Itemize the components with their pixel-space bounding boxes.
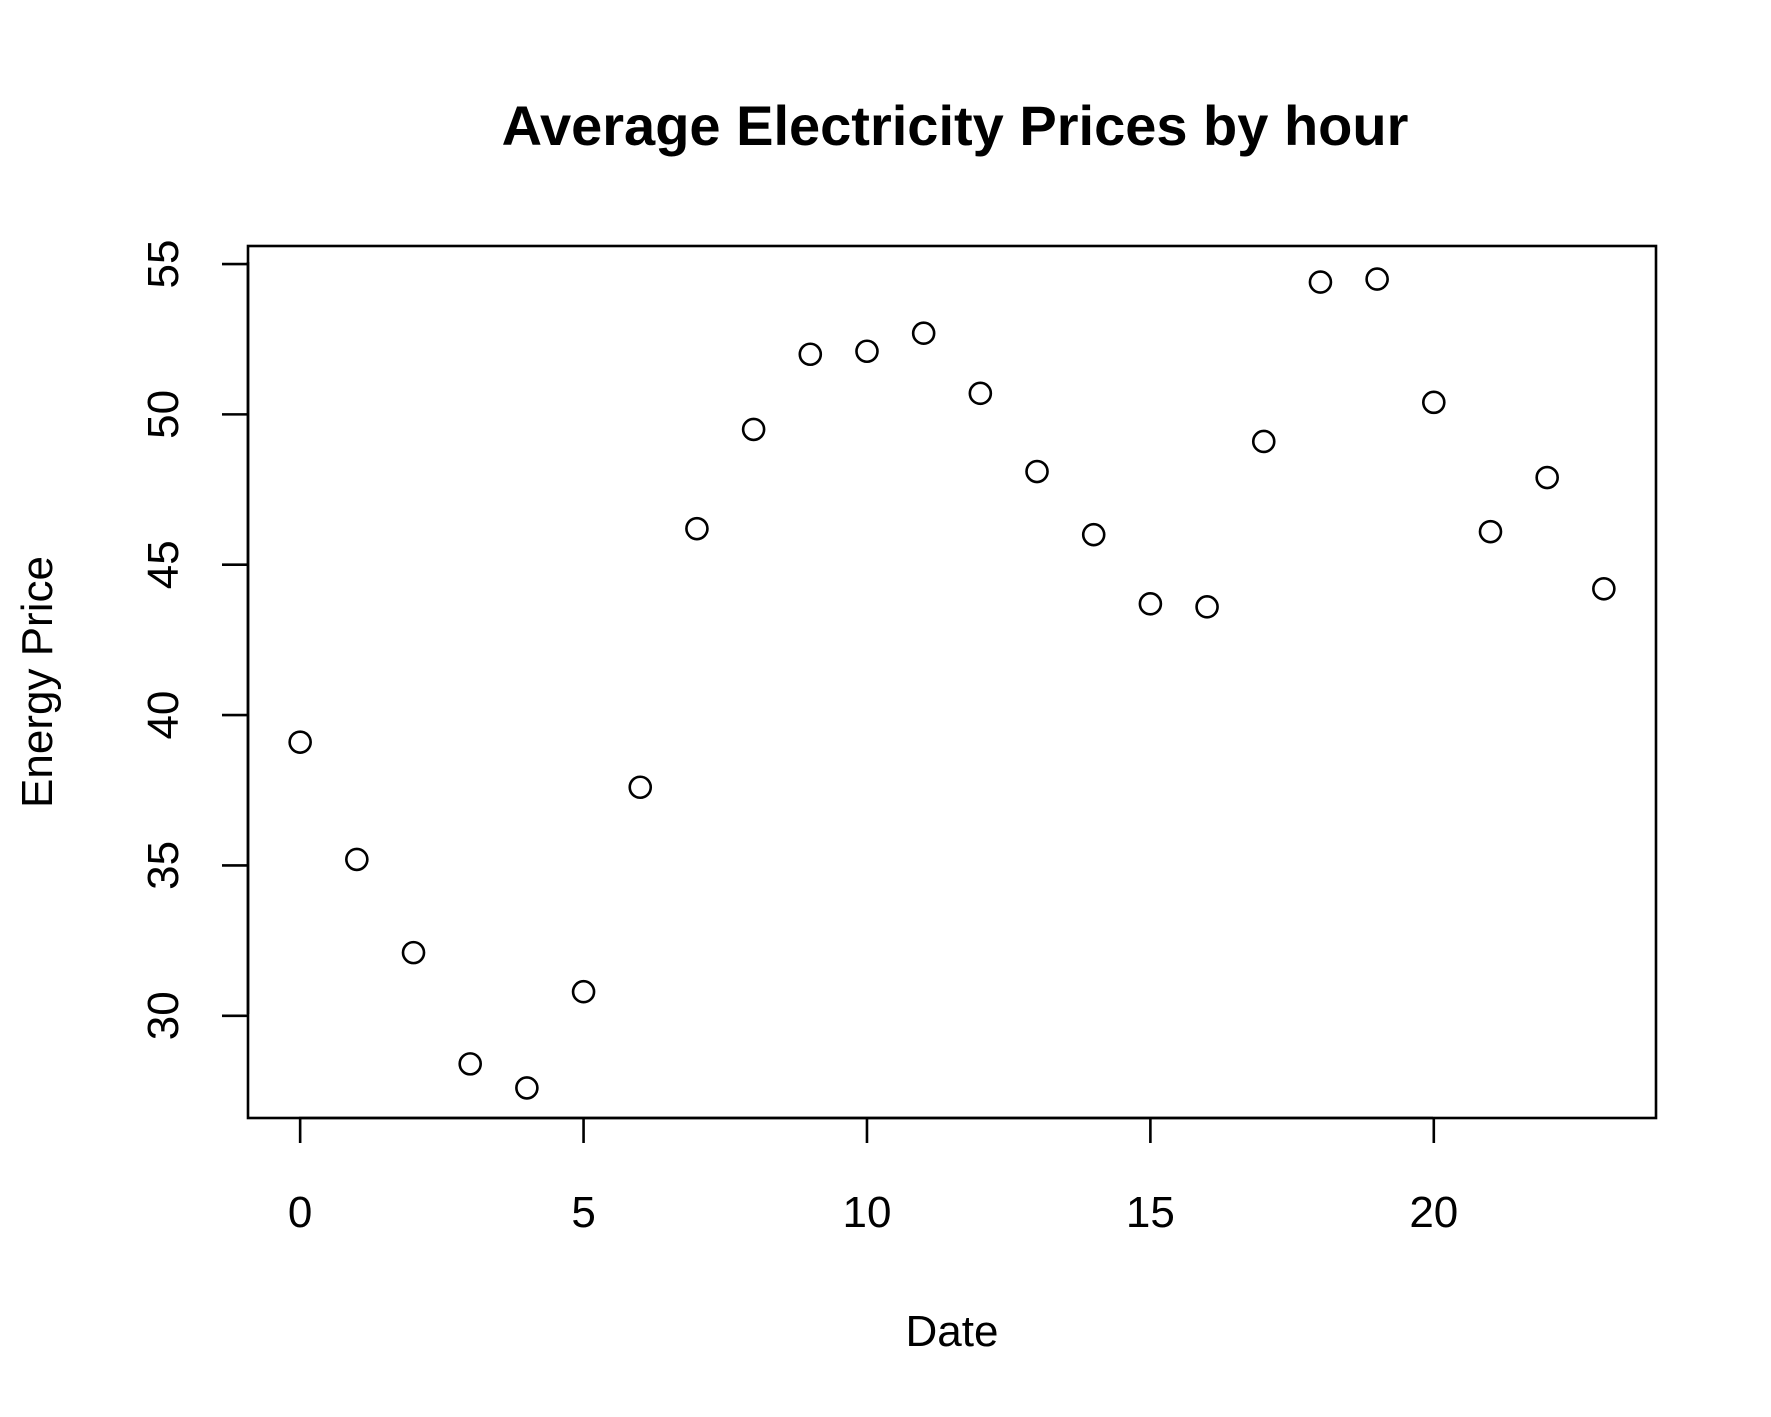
y-tick-label: 30 — [139, 991, 188, 1040]
data-point — [401, 940, 426, 965]
y-tick-label: 40 — [139, 691, 188, 740]
data-point — [1365, 267, 1389, 291]
data-point — [798, 342, 823, 367]
data-point — [1422, 390, 1446, 415]
x-tick-label: 0 — [288, 1188, 312, 1237]
y-tick-label: 50 — [139, 390, 188, 439]
data-point — [1025, 459, 1049, 484]
chart-title: Average Electricity Prices by hour — [502, 94, 1409, 157]
y-tick-label: 45 — [139, 540, 188, 589]
x-tick-label: 15 — [1126, 1188, 1175, 1237]
y-tick-label: 55 — [139, 240, 188, 289]
data-point — [1251, 429, 1276, 454]
data-point — [515, 1076, 539, 1100]
data-point — [911, 321, 936, 346]
x-axis-ticks: 0 5 10 15 20 — [288, 1118, 1458, 1237]
x-tick-label: 10 — [842, 1188, 891, 1237]
data-point — [1081, 522, 1106, 547]
data-point — [1592, 576, 1616, 601]
data-point — [1308, 270, 1333, 294]
data-point — [458, 1052, 482, 1076]
data-point — [288, 730, 312, 754]
data-point — [628, 775, 653, 800]
data-point — [741, 417, 766, 442]
x-axis-label: Date — [906, 1307, 999, 1356]
x-tick-label: 20 — [1409, 1188, 1458, 1237]
data-point — [685, 516, 709, 541]
data-point — [968, 381, 993, 406]
data-point — [1138, 592, 1163, 616]
data-point — [1478, 519, 1503, 544]
y-axis-label: Energy Price — [13, 556, 62, 808]
data-point — [1535, 465, 1559, 490]
data-point — [1195, 595, 1219, 619]
data-point — [571, 979, 596, 1004]
y-tick-label: 35 — [139, 841, 188, 890]
x-tick-label: 5 — [571, 1188, 595, 1237]
y-axis-ticks: 30 35 40 45 50 55 — [139, 240, 248, 1040]
data-point — [345, 847, 369, 872]
data-point — [855, 339, 879, 364]
data-points — [288, 267, 1616, 1100]
